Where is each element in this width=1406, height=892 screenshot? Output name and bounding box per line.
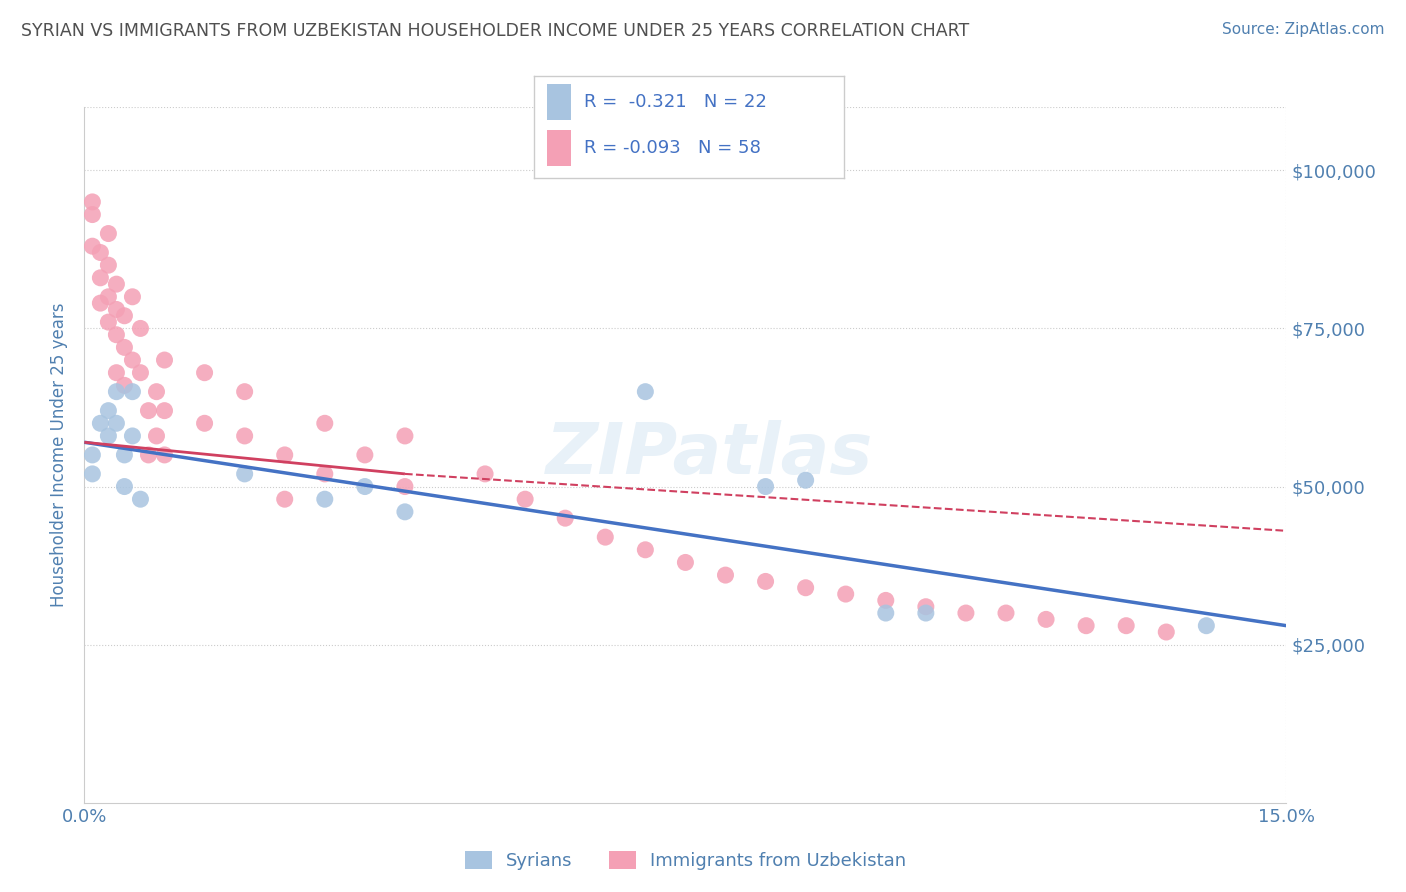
- Text: ZIPatlas: ZIPatlas: [546, 420, 873, 490]
- Point: [145, 429, 167, 443]
- Point: [394, 479, 416, 493]
- Point: [82, 467, 104, 481]
- Point: [915, 606, 938, 620]
- Point: [97, 258, 120, 272]
- Point: [138, 448, 160, 462]
- Point: [121, 429, 143, 443]
- Point: [129, 492, 152, 507]
- Point: [194, 417, 217, 431]
- Point: [121, 290, 143, 304]
- Point: [595, 530, 617, 544]
- Point: [105, 366, 128, 380]
- Point: [233, 384, 256, 399]
- Point: [82, 239, 104, 253]
- Point: [82, 208, 104, 222]
- Point: [129, 321, 152, 335]
- Point: [105, 417, 128, 431]
- Point: [233, 467, 256, 481]
- Point: [105, 302, 128, 317]
- Point: [89, 296, 111, 310]
- Point: [153, 448, 176, 462]
- Point: [121, 353, 143, 368]
- Legend: Syrians, Immigrants from Uzbekistan: Syrians, Immigrants from Uzbekistan: [457, 844, 914, 877]
- Point: [97, 403, 120, 417]
- Point: [995, 606, 1018, 620]
- Point: [314, 492, 336, 507]
- Point: [97, 429, 120, 443]
- Text: SYRIAN VS IMMIGRANTS FROM UZBEKISTAN HOUSEHOLDER INCOME UNDER 25 YEARS CORRELATI: SYRIAN VS IMMIGRANTS FROM UZBEKISTAN HOU…: [21, 22, 969, 40]
- Y-axis label: Householder Income Under 25 years: Householder Income Under 25 years: [51, 302, 69, 607]
- Point: [1035, 612, 1057, 626]
- Point: [714, 568, 737, 582]
- Point: [153, 403, 176, 417]
- Point: [153, 353, 176, 368]
- Point: [274, 448, 297, 462]
- Point: [755, 479, 778, 493]
- Point: [1115, 618, 1137, 632]
- Point: [474, 467, 496, 481]
- Point: [394, 429, 416, 443]
- Bar: [547, 84, 571, 120]
- Point: [97, 290, 120, 304]
- Point: [675, 556, 697, 570]
- Point: [314, 417, 336, 431]
- Point: [1076, 618, 1098, 632]
- Point: [1156, 625, 1178, 640]
- Point: [1195, 618, 1218, 632]
- Point: [82, 194, 104, 209]
- Point: [274, 492, 297, 507]
- Point: [105, 384, 128, 399]
- Point: [794, 473, 817, 487]
- Point: [145, 384, 167, 399]
- Point: [97, 227, 120, 241]
- Point: [194, 366, 217, 380]
- Point: [129, 366, 152, 380]
- Point: [794, 581, 817, 595]
- Text: Source: ZipAtlas.com: Source: ZipAtlas.com: [1222, 22, 1385, 37]
- Point: [314, 467, 336, 481]
- Point: [105, 277, 128, 292]
- Point: [114, 340, 135, 354]
- Point: [634, 542, 657, 557]
- Point: [875, 593, 897, 607]
- Point: [121, 384, 143, 399]
- Point: [114, 378, 135, 392]
- Point: [394, 505, 416, 519]
- Point: [97, 315, 120, 329]
- Point: [915, 599, 938, 614]
- Point: [354, 448, 377, 462]
- Bar: [547, 130, 571, 166]
- Point: [515, 492, 537, 507]
- Point: [634, 384, 657, 399]
- Point: [755, 574, 778, 589]
- Point: [89, 245, 111, 260]
- Point: [835, 587, 858, 601]
- Text: R =  -0.321   N = 22: R = -0.321 N = 22: [583, 94, 766, 112]
- Point: [82, 448, 104, 462]
- Point: [875, 606, 897, 620]
- Point: [89, 417, 111, 431]
- Point: [89, 270, 111, 285]
- Point: [105, 327, 128, 342]
- Point: [114, 479, 135, 493]
- Point: [955, 606, 977, 620]
- Text: R = -0.093   N = 58: R = -0.093 N = 58: [583, 138, 761, 157]
- Point: [138, 403, 160, 417]
- Point: [354, 479, 377, 493]
- Point: [554, 511, 576, 525]
- Point: [114, 309, 135, 323]
- Point: [233, 429, 256, 443]
- Point: [114, 448, 135, 462]
